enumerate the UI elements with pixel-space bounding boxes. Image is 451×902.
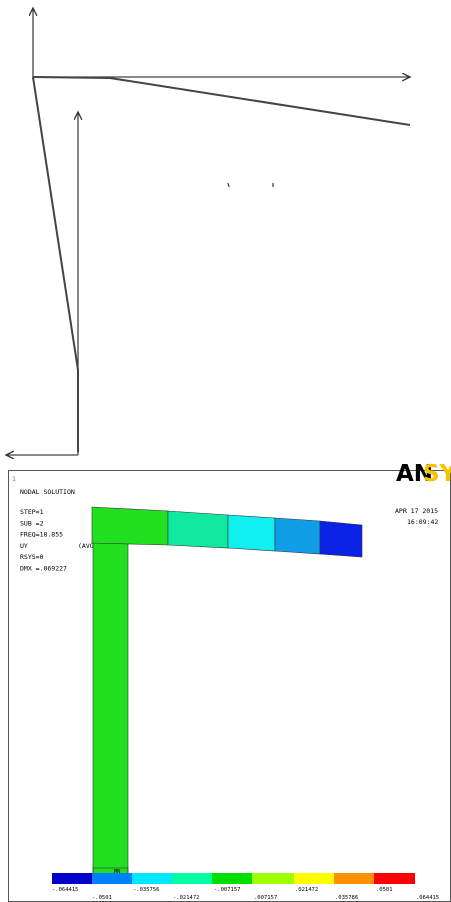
legend-swatch xyxy=(252,873,294,884)
time: 16:09:42 xyxy=(407,518,438,526)
window-index: 1 xyxy=(12,475,16,483)
legend-label: .035786 xyxy=(335,895,358,901)
date: APR 17 2015 xyxy=(395,507,438,515)
figure: 1 NODAL SOLUTION STEP=1 SUB =2 FREQ=18.855… xyxy=(0,0,451,902)
info-line: RSYS=0 xyxy=(20,553,44,561)
legend-label: -.064415 xyxy=(52,887,79,893)
legend-label: -.007157 xyxy=(214,887,241,893)
legend-label: .0501 xyxy=(376,887,393,893)
legend-swatch xyxy=(172,873,212,884)
info-line: UY xyxy=(20,542,28,550)
legend-swatch xyxy=(294,873,334,884)
legend-label: -.021472 xyxy=(173,895,200,901)
panel-title: NODAL SOLUTION xyxy=(20,488,75,496)
logo-right: SYS xyxy=(423,461,451,487)
legend-swatch xyxy=(52,873,92,884)
info-line: FREQ=18.855 xyxy=(20,531,63,539)
legend-label: -.035756 xyxy=(133,887,160,893)
legend-swatch xyxy=(374,873,415,884)
info-line: DMX =.069227 xyxy=(20,565,67,573)
legend-swatch xyxy=(92,873,132,884)
legend-bar xyxy=(52,873,415,884)
info-line: STEP=1 xyxy=(20,508,44,516)
beam-segment xyxy=(92,507,168,545)
legend-label: .007157 xyxy=(254,895,277,901)
legend-label: .064415 xyxy=(416,895,439,901)
sketch xyxy=(6,8,410,455)
mark xyxy=(228,183,229,187)
beam-segment xyxy=(320,521,362,557)
legend-swatch xyxy=(334,873,374,884)
legend-swatch xyxy=(132,873,172,884)
column xyxy=(93,540,128,880)
legend-label: .021472 xyxy=(295,887,318,893)
beam-segment xyxy=(228,515,275,551)
legend-swatch xyxy=(212,873,252,884)
legend-label: -.0501 xyxy=(92,895,112,901)
beam-segment xyxy=(168,511,228,548)
deformed-column xyxy=(33,77,78,452)
beam-segment xyxy=(275,518,320,554)
info-line: SUB =2 xyxy=(20,519,44,527)
deformed-beam xyxy=(33,77,410,125)
